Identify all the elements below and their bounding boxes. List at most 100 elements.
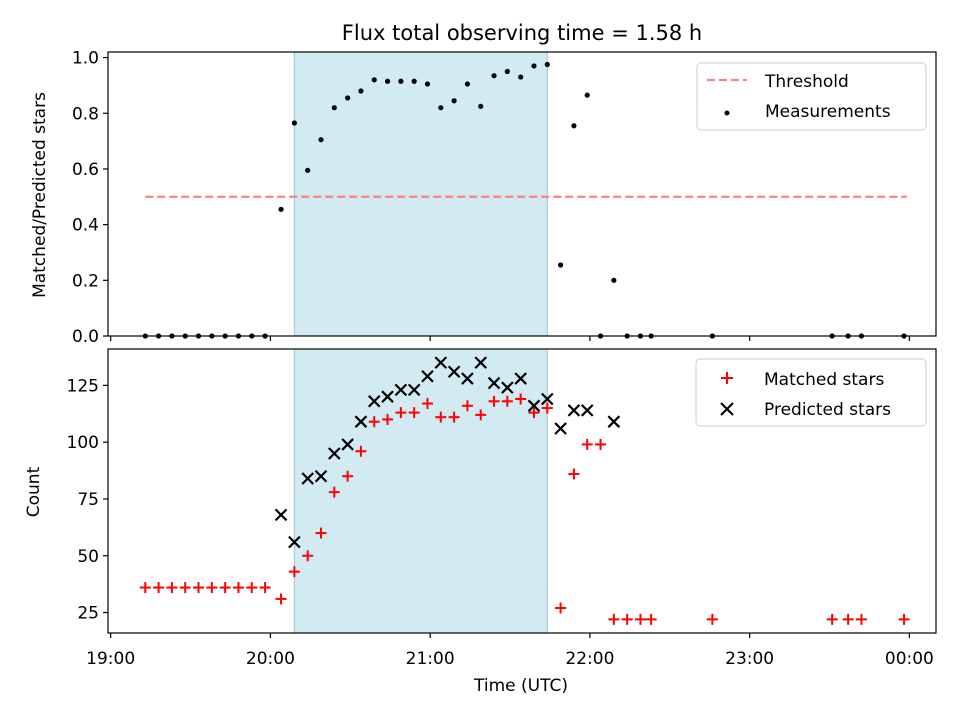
bottom-observing-window [294, 349, 548, 633]
predicted-stars-point [288, 535, 301, 549]
top-legend: Threshold Measurements [696, 62, 927, 131]
measurements-point [384, 78, 391, 84]
matched-stars-point [355, 445, 367, 457]
matched-stars-point [855, 613, 867, 625]
top-panel: 0.0 0.2 0.4 0.6 0.8 1.0 Matched/Predicted sta… [30, 49, 937, 347]
measurements-point [371, 77, 377, 83]
measurements-point [464, 81, 471, 87]
y-tick-label: 100 [67, 433, 99, 453]
measurements-point [345, 95, 351, 101]
threshold-legend-label: Threshold [764, 72, 849, 92]
measurements-point [531, 63, 537, 69]
y-tick-label: 0.6 [72, 160, 99, 180]
predicted-stars-point [341, 438, 354, 451]
predicted-stars-point [394, 383, 408, 397]
y-tick-label: 25 [77, 604, 99, 624]
matched-stars-point [368, 416, 380, 428]
measurements-point [584, 92, 590, 98]
matched-stars-point [595, 438, 607, 450]
matched-stars-point [898, 613, 910, 625]
matched-stars-point [179, 582, 191, 594]
matched-stars-point [555, 602, 567, 614]
matched-stars-point [475, 409, 487, 421]
measurements-point [305, 167, 311, 173]
predicted-stars-point [607, 415, 621, 428]
matched-stars-point [382, 413, 394, 425]
measurements-point [331, 105, 337, 111]
x-tick-label: 00:00 [885, 649, 934, 669]
predicted-stars-point [421, 369, 434, 383]
matched-stars-point [206, 582, 218, 594]
matched-stars-point [232, 582, 244, 594]
predicted-stars-point [461, 372, 474, 385]
predicted-stars-point [434, 356, 448, 369]
matched-stars-point [581, 438, 593, 450]
measurements-point [318, 137, 324, 143]
x-tick-label: 22:00 [565, 649, 614, 669]
predicted-legend-swatch [720, 402, 734, 416]
measurements-legend-label: Measurements [765, 102, 891, 122]
bottom-panel: 25 50 75 100 125 19:00 20:00 21:00 22:00 23:00 00… [24, 348, 937, 696]
top-observing-window [294, 52, 548, 336]
predicted-stars-point [580, 404, 594, 417]
x-tick-label: 20:00 [246, 649, 295, 669]
matched-stars-point [842, 613, 854, 625]
measurements-point [491, 73, 497, 79]
top-plot-frame [107, 51, 937, 337]
predicted-stars-point [447, 365, 461, 378]
matched-legend-swatch [721, 372, 733, 384]
predicted-stars-point [381, 390, 394, 403]
measurements-point [451, 98, 457, 104]
matched-stars-point [342, 470, 354, 482]
measurements-point [611, 277, 617, 283]
predicted-stars-point [328, 447, 341, 460]
matched-stars-point [395, 407, 407, 419]
bottom-plot-frame [107, 348, 937, 634]
bottom-legend-box [695, 358, 927, 427]
measurements-point [558, 262, 564, 268]
matched-stars-point [706, 613, 718, 625]
predicted-legend-label: Predicted stars [764, 400, 891, 420]
y-tick-label: 0.2 [72, 271, 99, 291]
matched-stars-point [275, 593, 287, 605]
matched-stars-point [608, 613, 620, 625]
predicted-stars-point [554, 422, 567, 435]
matched-stars-point [288, 566, 300, 578]
measurements-point [278, 206, 284, 212]
matched-stars-point [421, 398, 433, 410]
predicted-stars-point [541, 392, 554, 406]
matched-stars-point [193, 582, 205, 594]
x-tick-label: 19:00 [86, 649, 135, 669]
matched-stars-point [448, 411, 460, 423]
predicted-stars-point [527, 399, 541, 413]
predicted-stars-point [487, 376, 501, 390]
matched-legend-label: Matched stars [764, 370, 884, 390]
predicted-stars-point [514, 372, 527, 385]
measurements-point [544, 61, 550, 68]
measurements-point [358, 88, 364, 94]
y-tick-label: 125 [67, 376, 99, 396]
predicted-stars-point [474, 356, 488, 369]
predicted-stars-point [301, 472, 314, 485]
matched-stars-point [645, 613, 657, 625]
measurements-point [571, 123, 577, 129]
x-tick-label: 23:00 [725, 649, 774, 669]
x-axis-label: Time (UTC) [473, 676, 568, 696]
measurements-point [478, 103, 484, 109]
x-tick-label: 21:00 [406, 649, 455, 669]
matched-stars-point [621, 613, 633, 625]
matched-stars-point [315, 527, 327, 539]
matched-stars-point [515, 393, 527, 405]
predicted-stars-point [407, 383, 421, 397]
measurements-point [291, 120, 297, 126]
predicted-stars-point [367, 394, 381, 408]
predicted-stars-point [501, 381, 514, 394]
y-tick-label: 0.4 [72, 216, 99, 236]
measurements-point [398, 78, 404, 84]
matched-stars-point [461, 400, 473, 412]
y-tick-label: 50 [77, 547, 99, 567]
matched-stars-point [826, 613, 838, 625]
matched-stars-point [219, 582, 231, 594]
measurements-point [424, 81, 431, 87]
